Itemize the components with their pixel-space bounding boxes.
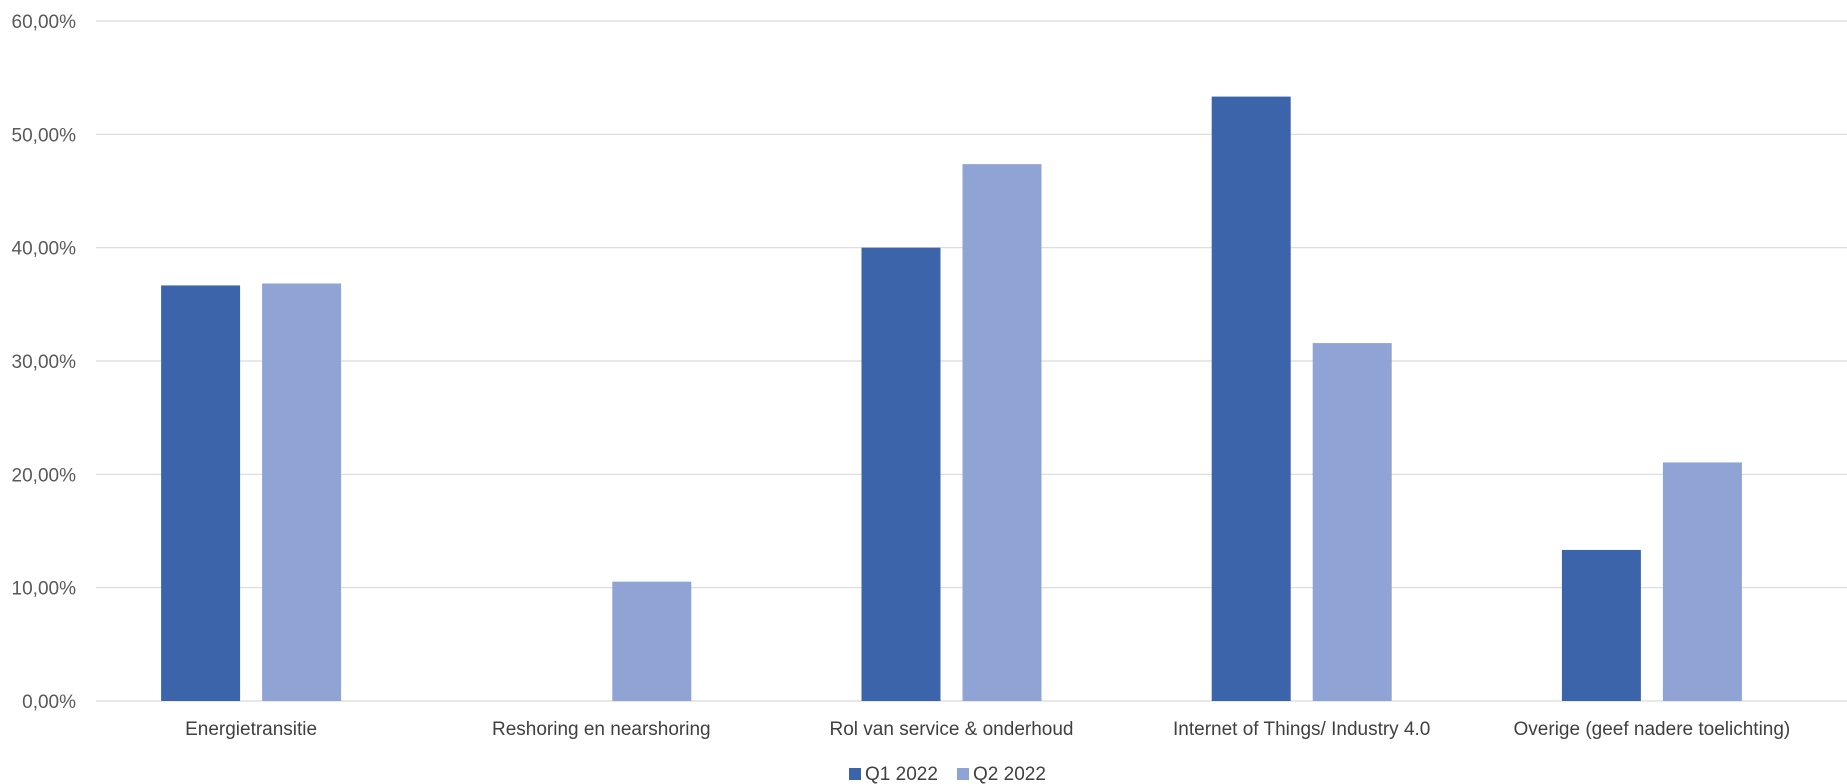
x-category-label: Reshoring en nearshoring (492, 719, 711, 740)
y-tick-label: 10,00% (12, 579, 77, 600)
bar-q2-2 (962, 164, 1042, 701)
bars (161, 96, 1742, 702)
bar-q2-0 (262, 283, 342, 701)
y-axis-tick-labels: 0,00% 10,00% 20,00% 30,00% 40,00% 50,00% 60,00… (12, 12, 77, 713)
y-tick-label: 50,00% (12, 125, 77, 146)
y-tick-label: 30,00% (12, 352, 77, 373)
legend-swatch-q1 (849, 768, 861, 780)
x-category-label: Rol van service & onderhoud (830, 719, 1074, 740)
y-tick-label: 20,00% (12, 465, 77, 486)
x-category-label: Energietransitie (185, 719, 317, 740)
bar-q1-4 (1561, 549, 1641, 701)
legend: Q1 2022 Q2 2022 (849, 764, 1046, 784)
y-tick-label: 0,00% (22, 692, 76, 713)
legend-swatch-q2 (957, 768, 969, 780)
x-category-label: Internet of Things/ Industry 4.0 (1173, 719, 1430, 740)
bar-q2-3 (1312, 343, 1392, 701)
legend-label: Q2 2022 (973, 764, 1046, 784)
bar-q2-4 (1662, 462, 1742, 701)
bar-q1-3 (1211, 96, 1291, 702)
x-category-label: Overige (geef nadere toelichting) (1514, 719, 1791, 740)
bar-q2-1 (612, 581, 692, 701)
bar-q1-2 (861, 247, 941, 701)
x-axis-category-labels: Energietransitie Reshoring en nearshoring… (185, 719, 1790, 740)
legend-label: Q1 2022 (865, 764, 938, 784)
y-tick-label: 40,00% (12, 239, 77, 260)
y-tick-label: 60,00% (12, 12, 77, 33)
bar-q1-0 (161, 285, 241, 701)
